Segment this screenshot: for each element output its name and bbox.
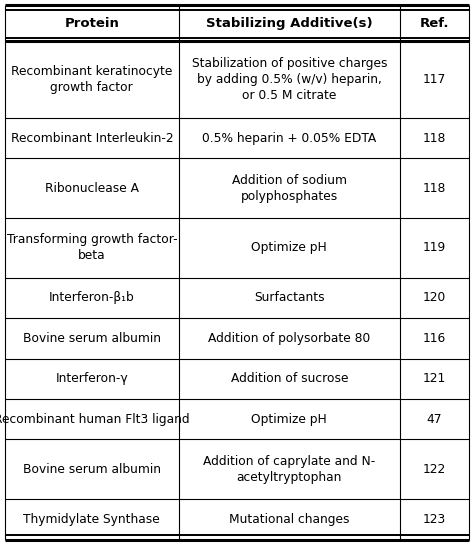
Text: 119: 119	[423, 241, 446, 255]
Text: Addition of caprylate and N-
acetyltryptophan: Addition of caprylate and N- acetyltrypt…	[203, 455, 375, 484]
Text: 117: 117	[423, 72, 446, 86]
Text: Protein: Protein	[64, 16, 119, 29]
Text: Recombinant keratinocyte
growth factor: Recombinant keratinocyte growth factor	[11, 65, 173, 94]
Text: Optimize pH: Optimize pH	[251, 241, 327, 255]
Text: Ribonuclease A: Ribonuclease A	[45, 181, 139, 195]
Text: Interferon-γ: Interferon-γ	[55, 372, 128, 385]
Text: Stabilizing Additive(s): Stabilizing Additive(s)	[206, 16, 373, 29]
Text: Addition of sodium
polyphosphates: Addition of sodium polyphosphates	[232, 174, 347, 203]
Text: 0.5% heparin + 0.05% EDTA: 0.5% heparin + 0.05% EDTA	[202, 131, 376, 144]
Text: 122: 122	[423, 463, 446, 476]
Text: Mutational changes: Mutational changes	[229, 513, 349, 526]
Text: Recombinant Interleukin-2: Recombinant Interleukin-2	[10, 131, 173, 144]
Text: Transforming growth factor-
beta: Transforming growth factor- beta	[7, 233, 177, 262]
Text: Bovine serum albumin: Bovine serum albumin	[23, 332, 161, 345]
Text: 120: 120	[423, 292, 446, 305]
Text: Addition of polysorbate 80: Addition of polysorbate 80	[208, 332, 370, 345]
Text: 118: 118	[423, 181, 446, 195]
Text: Ref.: Ref.	[419, 16, 449, 29]
Text: 121: 121	[423, 372, 446, 385]
Text: Stabilization of positive charges
by adding 0.5% (w/v) heparin,
or 0.5 M citrate: Stabilization of positive charges by add…	[191, 57, 387, 102]
Text: 123: 123	[423, 513, 446, 526]
Text: Addition of sucrose: Addition of sucrose	[230, 372, 348, 385]
Text: Optimize pH: Optimize pH	[251, 413, 327, 426]
Text: 118: 118	[423, 131, 446, 144]
Text: Interferon-β₁b: Interferon-β₁b	[49, 292, 135, 305]
Text: 47: 47	[427, 413, 442, 426]
Text: Bovine serum albumin: Bovine serum albumin	[23, 463, 161, 476]
Text: 116: 116	[423, 332, 446, 345]
Text: Surfactants: Surfactants	[254, 292, 325, 305]
Text: Thymidylate Synthase: Thymidylate Synthase	[23, 513, 160, 526]
Text: Recombinant human Flt3 ligand: Recombinant human Flt3 ligand	[0, 413, 190, 426]
